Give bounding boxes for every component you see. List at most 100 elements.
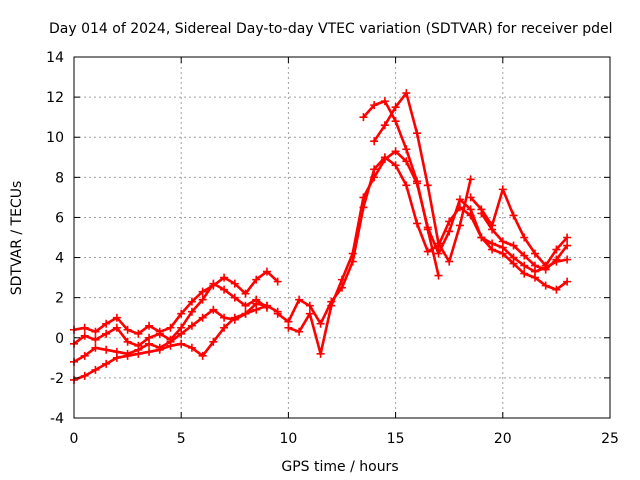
point-track-1-5 bbox=[123, 325, 132, 334]
point-track-2-11 bbox=[187, 307, 196, 316]
point-track-6-2 bbox=[305, 309, 314, 318]
y-axis-title: SDTVAR / TECUs bbox=[9, 181, 25, 296]
point-track-1-10 bbox=[177, 309, 186, 318]
point-track-3-12 bbox=[198, 313, 207, 322]
point-track-4-6 bbox=[134, 349, 143, 358]
point-track-10-0 bbox=[477, 209, 486, 218]
point-track-7-2 bbox=[380, 97, 389, 106]
y-tick-label-9: 14 bbox=[46, 50, 64, 66]
point-track-5-27 bbox=[563, 277, 572, 286]
point-track-1-6 bbox=[134, 329, 143, 338]
point-track-8-4 bbox=[413, 129, 422, 138]
point-track-5-25 bbox=[541, 281, 550, 290]
point-track-6-26 bbox=[563, 255, 572, 264]
point-track-1-2 bbox=[91, 327, 100, 336]
point-track-10-4 bbox=[520, 251, 529, 260]
series-layer bbox=[70, 89, 572, 384]
point-track-3-14 bbox=[220, 313, 229, 322]
point-track-5-3 bbox=[305, 301, 314, 310]
point-track-6-3 bbox=[316, 349, 325, 358]
point-track-4-3 bbox=[102, 359, 111, 368]
y-tick-label-6: 8 bbox=[55, 170, 64, 186]
point-track-4-14 bbox=[220, 323, 229, 332]
point-track-4-10 bbox=[177, 339, 186, 348]
point-track-10-8 bbox=[563, 241, 572, 250]
point-track-6-22 bbox=[520, 261, 529, 270]
point-track-9-4 bbox=[509, 211, 518, 220]
point-track-9-3 bbox=[498, 185, 507, 194]
series-line-track-4 bbox=[72, 304, 280, 382]
chart-title: Day 014 of 2024, Sidereal Day-to-day VTE… bbox=[49, 21, 613, 37]
point-track-4-1 bbox=[80, 371, 89, 380]
point-track-1-16 bbox=[241, 289, 250, 298]
point-track-5-0 bbox=[273, 309, 282, 318]
point-track-9-6 bbox=[530, 249, 539, 258]
point-track-10-5 bbox=[530, 261, 539, 270]
point-track-6-6 bbox=[348, 249, 357, 258]
point-track-2-12 bbox=[198, 295, 207, 304]
series-track-1 bbox=[70, 267, 282, 338]
point-track-5-4 bbox=[316, 319, 325, 328]
point-track-1-17 bbox=[252, 275, 261, 284]
point-track-6-21 bbox=[509, 253, 518, 262]
point-track-4-11 bbox=[187, 343, 196, 352]
point-track-4-13 bbox=[209, 337, 218, 346]
x-tick-label-2: 10 bbox=[279, 431, 297, 447]
x-tick-label-5: 25 bbox=[601, 431, 619, 447]
point-track-1-14 bbox=[220, 273, 229, 282]
point-track-8-8 bbox=[455, 221, 464, 230]
y-tick-label-0: -4 bbox=[50, 411, 64, 427]
point-track-2-14 bbox=[220, 285, 229, 294]
point-track-7-5 bbox=[413, 177, 422, 186]
point-track-5-14 bbox=[423, 247, 432, 256]
point-track-8-0 bbox=[370, 137, 379, 146]
point-track-5-11 bbox=[391, 161, 400, 170]
point-track-1-9 bbox=[166, 323, 175, 332]
point-track-1-12 bbox=[198, 287, 207, 296]
x-tick-label-1: 5 bbox=[177, 431, 186, 447]
point-track-3-2 bbox=[91, 343, 100, 352]
point-track-3-3 bbox=[102, 345, 111, 354]
point-track-8-6 bbox=[434, 239, 443, 248]
point-track-7-7 bbox=[434, 271, 443, 280]
point-track-10-7 bbox=[552, 255, 561, 264]
point-track-4-17 bbox=[252, 305, 261, 314]
point-track-6-7 bbox=[359, 193, 368, 202]
point-track-2-2 bbox=[91, 335, 100, 344]
point-track-1-11 bbox=[187, 297, 196, 306]
point-track-6-4 bbox=[327, 301, 336, 310]
point-track-1-3 bbox=[102, 319, 111, 328]
point-track-5-23 bbox=[520, 269, 529, 278]
y-tick-label-7: 10 bbox=[46, 130, 64, 146]
point-track-2-4 bbox=[112, 323, 121, 332]
point-track-6-10 bbox=[391, 147, 400, 156]
point-track-5-9 bbox=[370, 165, 379, 174]
point-track-3-13 bbox=[209, 305, 218, 314]
point-track-9-8 bbox=[552, 245, 561, 254]
point-track-1-18 bbox=[262, 267, 271, 276]
grid bbox=[74, 57, 610, 418]
point-track-6-5 bbox=[338, 275, 346, 284]
point-track-2-8 bbox=[155, 329, 164, 338]
point-track-2-1 bbox=[80, 331, 89, 340]
x-axis-title: GPS time / hours bbox=[281, 459, 398, 475]
series-track-4 bbox=[70, 301, 282, 384]
point-track-7-6 bbox=[423, 225, 432, 234]
y-tick-labels: -4 -2 0 2 4 6 8 10 12 14 bbox=[46, 50, 64, 427]
point-track-9-9 bbox=[563, 233, 572, 242]
point-track-2-3 bbox=[102, 329, 111, 338]
point-track-8-7 bbox=[445, 257, 454, 266]
y-tick-label-2: 0 bbox=[55, 331, 64, 347]
point-track-10-6 bbox=[541, 265, 550, 274]
point-track-1-4 bbox=[112, 313, 121, 322]
point-track-1-15 bbox=[230, 279, 239, 288]
x-tick-labels: 0 5 10 15 20 25 bbox=[70, 431, 619, 447]
point-track-7-1 bbox=[370, 101, 379, 110]
series-line-track-9 bbox=[469, 188, 569, 267]
point-track-3-1 bbox=[80, 351, 89, 360]
point-track-4-16 bbox=[241, 309, 250, 318]
series-track-8 bbox=[370, 89, 475, 266]
point-track-10-1 bbox=[488, 225, 497, 234]
point-track-6-18 bbox=[477, 233, 486, 242]
x-tick-label-4: 20 bbox=[494, 431, 512, 447]
